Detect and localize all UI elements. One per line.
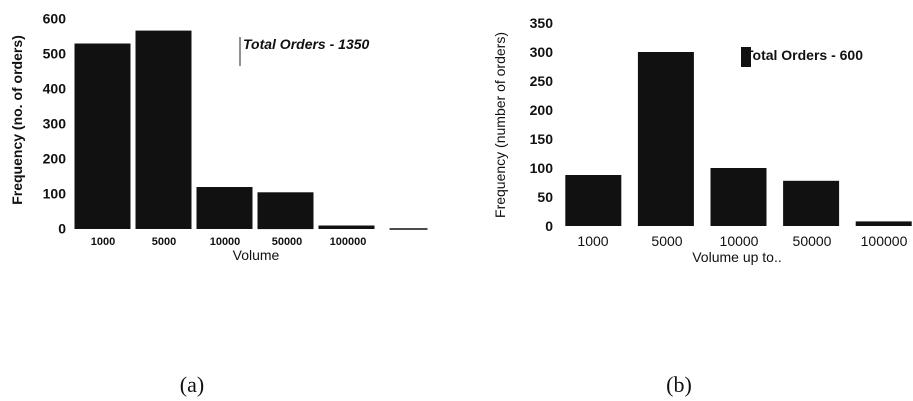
chart-a-ytick-label: 0 <box>58 221 66 237</box>
chart-a-ylabel: Frequency (no. of orders) <box>9 35 25 205</box>
chart-b-xtick-label: 100000 <box>861 233 908 249</box>
chart-b-xlabel: Volume up to.. <box>692 249 782 265</box>
chart-panel-b: 0 50 100 150 200 250 300 350 1000 5000 1… <box>492 15 912 397</box>
chart-a-xtick-label: 5000 <box>152 236 176 248</box>
chart-b-bar <box>710 168 767 226</box>
chart-a-xtick-label: 50000 <box>272 236 303 248</box>
chart-a-ytick-label: 500 <box>43 46 67 62</box>
chart-a-xlabel: Volume <box>233 247 280 263</box>
chart-b-yticks: 0 50 100 150 200 250 300 350 <box>530 15 554 234</box>
chart-b-bars <box>565 52 912 226</box>
chart-a-ytick-label: 600 <box>43 11 67 27</box>
chart-a-bars <box>74 30 428 230</box>
panel-label-b: (b) <box>666 372 692 397</box>
chart-a-bar <box>257 192 314 230</box>
chart-a-bar <box>196 187 253 229</box>
chart-a-annotation: Total Orders - 1350 <box>243 36 370 52</box>
chart-b-ytick-label: 200 <box>530 102 554 118</box>
chart-a-xticks: 1000 5000 10000 50000 100000 <box>91 236 367 248</box>
chart-b-annotation-marker <box>741 47 751 67</box>
chart-a-xtick-label: 1000 <box>91 236 115 248</box>
panel-label-a: (a) <box>180 372 204 397</box>
chart-b-ytick-label: 50 <box>537 189 553 205</box>
chart-a-bar <box>135 30 192 229</box>
chart-b-ytick-label: 300 <box>530 44 554 60</box>
chart-b-xtick-label: 5000 <box>651 233 682 249</box>
chart-panel-a: 0 100 200 300 400 500 600 1000 5000 1000… <box>9 11 428 397</box>
chart-a-ytick-label: 100 <box>43 186 67 202</box>
chart-b-xticks: 1000 5000 10000 50000 100000 <box>577 233 907 249</box>
chart-b-bar <box>637 52 694 226</box>
chart-b-ytick-label: 250 <box>530 73 554 89</box>
chart-b-ytick-label: 150 <box>530 131 554 147</box>
chart-b-ylabel: Frequency (number of orders) <box>492 32 508 218</box>
chart-b-annotation: Total Orders - 600 <box>745 47 863 63</box>
chart-b-xtick-label: 1000 <box>577 233 608 249</box>
chart-a-yticks: 0 100 200 300 400 500 600 <box>43 11 67 237</box>
chart-b-bar <box>565 175 622 226</box>
chart-a-ytick-label: 400 <box>43 81 67 97</box>
chart-b-ytick-label: 100 <box>530 160 554 176</box>
chart-a-bar <box>74 43 131 229</box>
chart-a-xtick-label: 10000 <box>210 236 241 248</box>
chart-b-xtick-label: 50000 <box>793 233 832 249</box>
chart-b-bar <box>783 180 840 226</box>
chart-a-bar <box>318 225 375 229</box>
chart-a-ytick-label: 300 <box>43 116 67 132</box>
chart-b-xtick-label: 10000 <box>720 233 759 249</box>
chart-b-ytick-label: 350 <box>530 15 554 31</box>
chart-a-xtick-label: 100000 <box>330 236 367 248</box>
chart-b-ytick-label: 0 <box>545 218 553 234</box>
chart-a-ytick-label: 200 <box>43 151 67 167</box>
chart-b-bar <box>855 221 912 226</box>
